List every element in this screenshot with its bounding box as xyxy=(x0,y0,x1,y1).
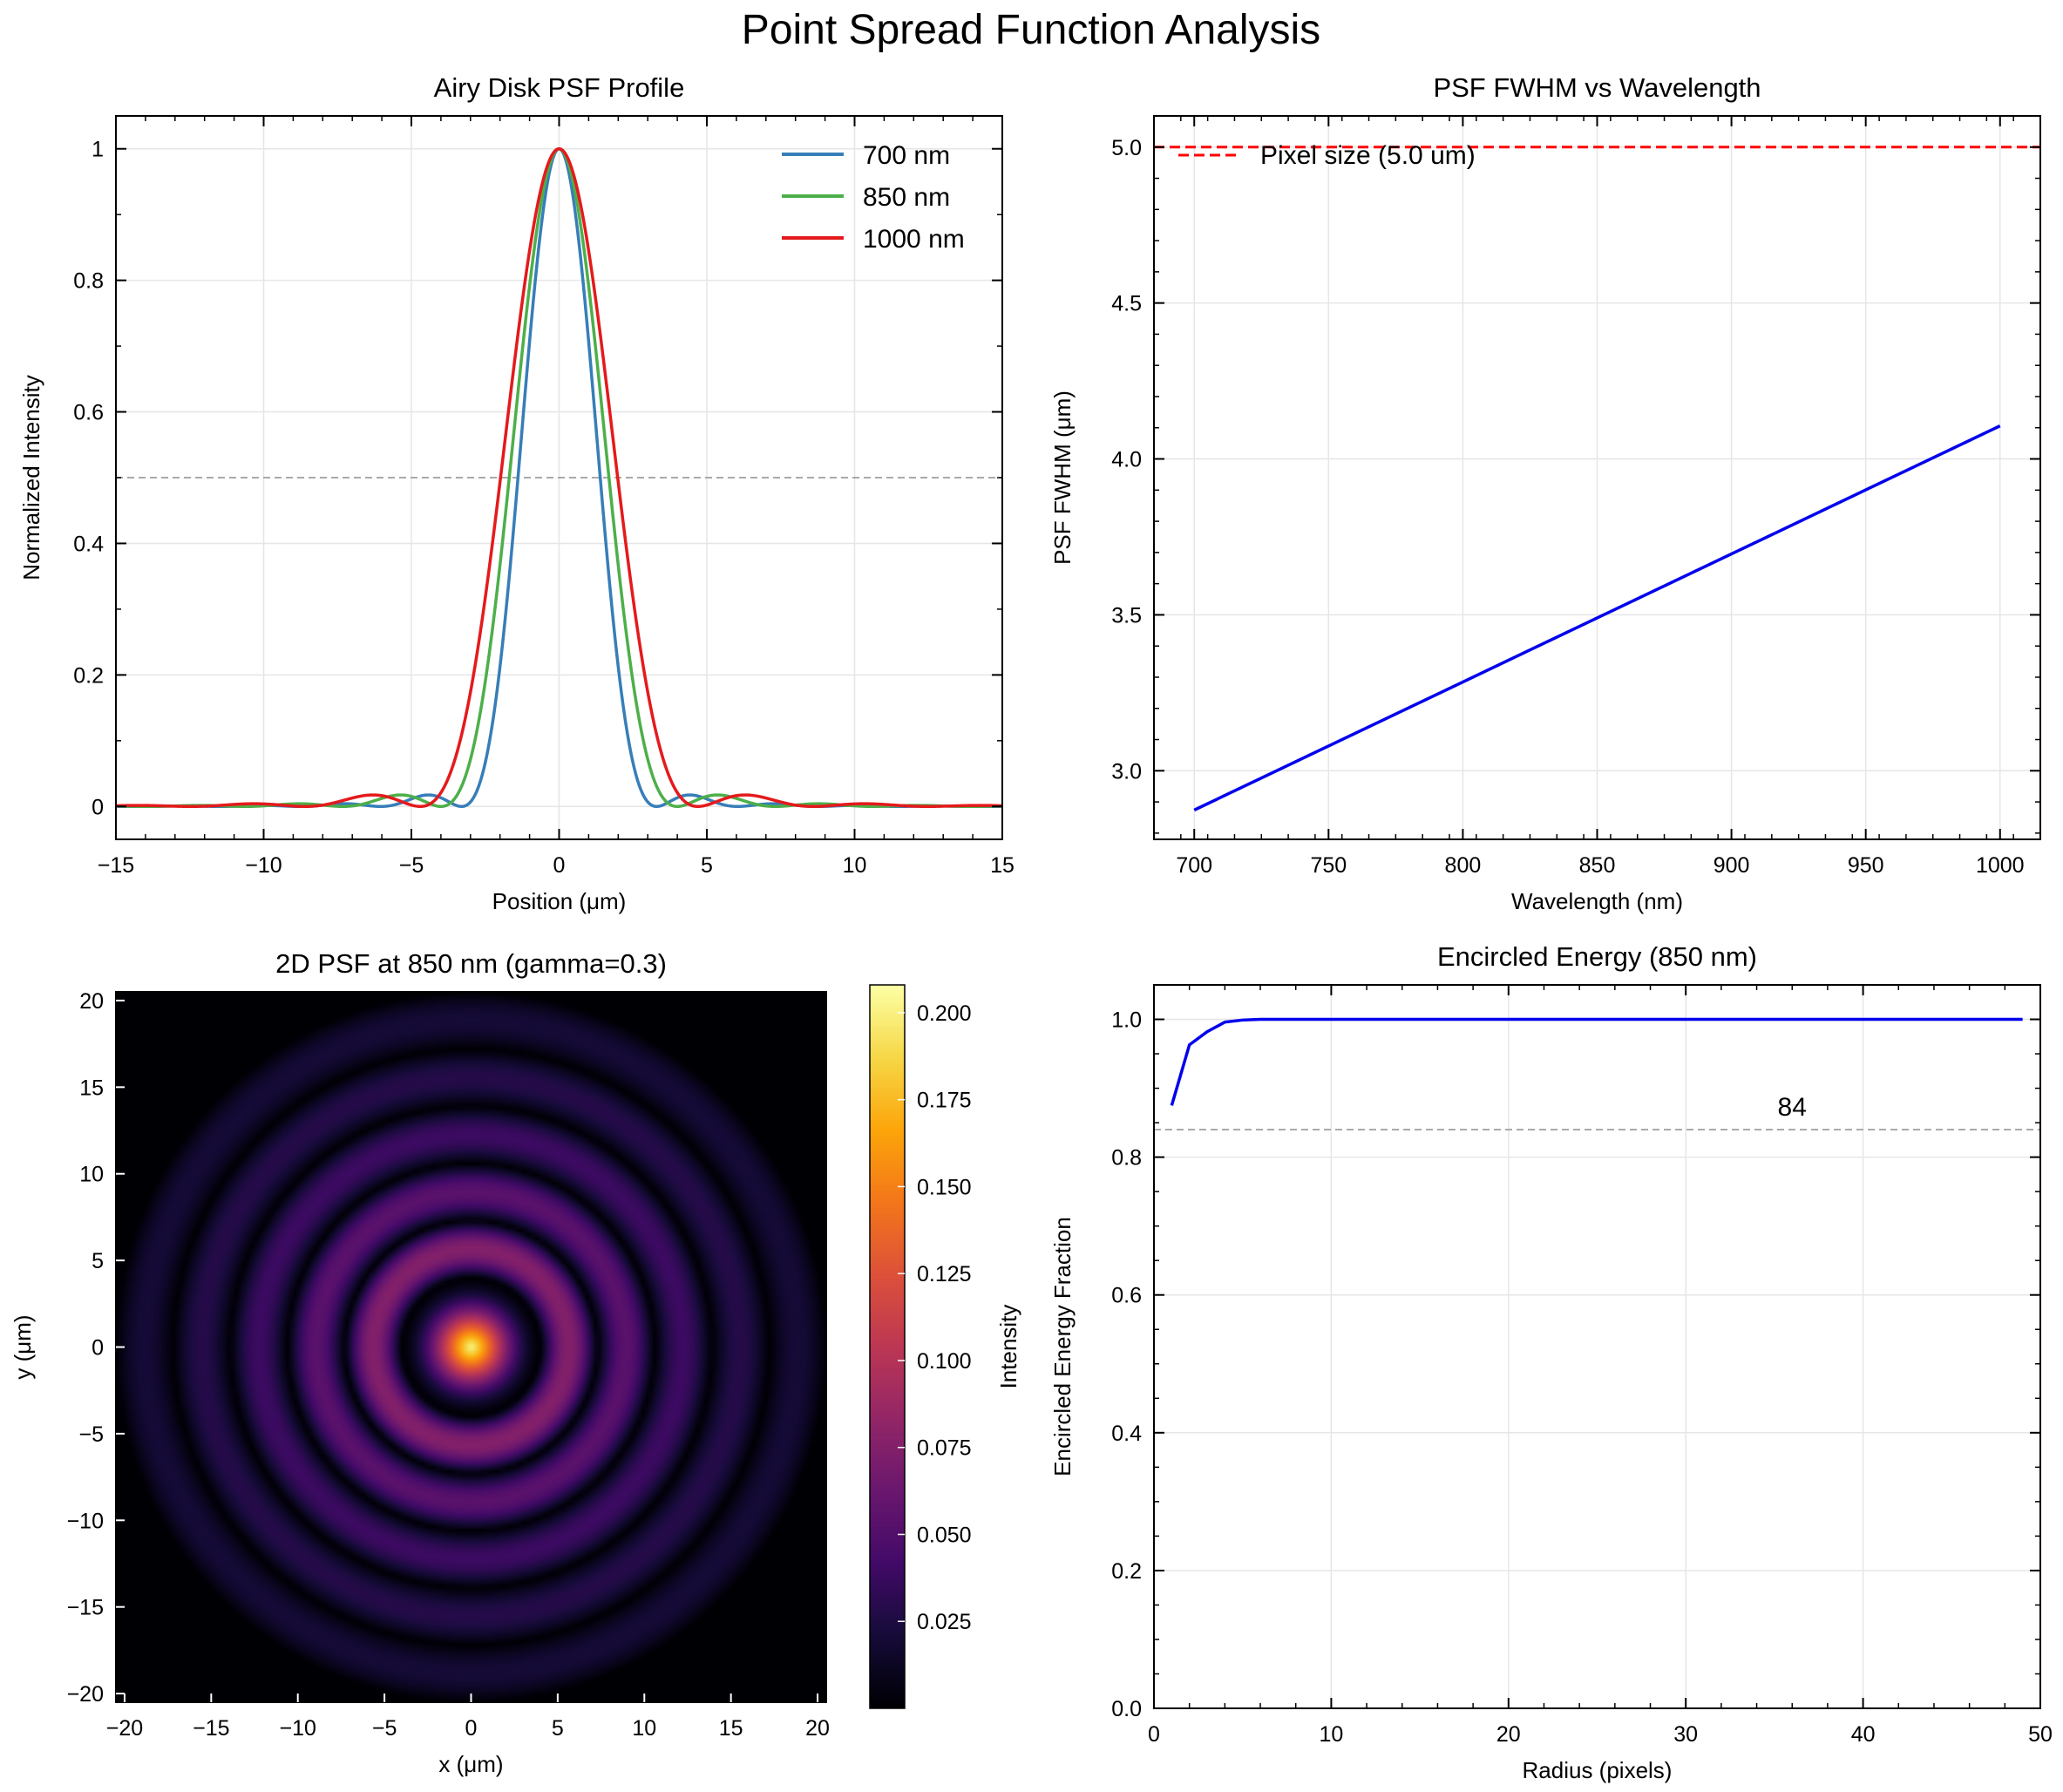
colorbar-tick-label-4: 0.125 xyxy=(917,1262,972,1286)
figure-title: Point Spread Function Analysis xyxy=(742,7,1320,53)
profile-ytick-label-0: 0 xyxy=(92,795,104,819)
psf-2d-xtick-label-4: 0 xyxy=(465,1716,478,1741)
psf-profile-panel: −15 −10 −5 0 5 10 15 0 0.2 0.4 0.6 0.8 1 Airy Disk PS… xyxy=(18,72,1015,914)
profile-xtick-label-3: 0 xyxy=(553,853,566,878)
ee-annotation: 84 xyxy=(1778,1093,1807,1122)
colorbar-tick-label-2: 0.075 xyxy=(917,1436,972,1461)
psf-2d-ytick-label-1: 15 xyxy=(79,1076,104,1100)
fwhm-line xyxy=(1193,424,2001,811)
profile-xtick-label-5: 10 xyxy=(843,853,867,878)
profile-title: Airy Disk PSF Profile xyxy=(434,72,685,103)
colorbar-tick-label-5: 0.150 xyxy=(917,1175,972,1199)
colorbar-tick-label-0: 0.025 xyxy=(917,1610,972,1634)
encircled-energy-panel: 84 0 10 20 30 40 50 0.0 0.2 0.4 0.6 0.8 1.0 Encircled… xyxy=(1049,941,2053,1783)
pixel-size-legend-label: Pixel size (5.0 um) xyxy=(1260,141,1476,170)
psf-2d-ytick-label-8: −20 xyxy=(67,1682,104,1707)
ee-ytick-label-2: 0.4 xyxy=(1111,1422,1142,1446)
profile-xtick-label-1: −10 xyxy=(245,853,282,878)
fwhm-xtick-label-5: 950 xyxy=(1848,853,1884,878)
profile-ytick-label-5: 1 xyxy=(92,138,104,162)
fwhm-title: PSF FWHM vs Wavelength xyxy=(1433,72,1761,103)
fwhm-xtick-label-0: 700 xyxy=(1176,853,1212,878)
colorbar-label: Intensity xyxy=(995,1305,1021,1389)
legend-label-2: 1000 nm xyxy=(863,225,965,254)
ee-xtick-label-1: 10 xyxy=(1319,1722,1343,1747)
fwhm-ylabel: PSF FWHM (μm) xyxy=(1049,390,1076,565)
profile-ytick-label-2: 0.4 xyxy=(73,532,104,556)
psf-2d-xtick-label-8: 20 xyxy=(805,1716,830,1741)
ee-frame xyxy=(1153,984,2041,1709)
legend-label-0: 700 nm xyxy=(863,141,950,170)
fwhm-panel: 700 750 800 850 900 950 1000 3.0 3.5 4.0 4.5 5.0 PSF… xyxy=(1049,72,2041,914)
profile-xtick-label-0: −15 xyxy=(98,853,134,878)
ee-ylabel: Encircled Energy Fraction xyxy=(1049,1217,1076,1476)
colorbar-tick-label-1: 0.050 xyxy=(917,1523,972,1547)
psf-2d-title: 2D PSF at 850 nm (gamma=0.3) xyxy=(275,948,667,979)
colorbar-tick-label-6: 0.175 xyxy=(917,1089,972,1113)
psf-2d-xtick-label-5: 5 xyxy=(552,1716,564,1741)
ee-title: Encircled Energy (850 nm) xyxy=(1437,941,1757,972)
ee-xtick-label-0: 0 xyxy=(1148,1722,1160,1747)
colorbar xyxy=(870,985,905,1708)
legend-label-1: 850 nm xyxy=(863,183,950,212)
psf-2d-xtick-label-1: −15 xyxy=(193,1716,229,1741)
psf-2d-xtick-label-0: −20 xyxy=(106,1716,143,1741)
profile-xtick-label-4: 5 xyxy=(701,853,713,878)
fwhm-xtick-label-3: 850 xyxy=(1579,853,1616,878)
colorbar-tick-label-3: 0.100 xyxy=(917,1349,972,1374)
fwhm-ytick-label-1: 3.5 xyxy=(1111,603,1142,628)
fwhm-xtick-label-1: 750 xyxy=(1310,853,1347,878)
psf-2d-xtick-label-7: 15 xyxy=(719,1716,743,1741)
fwhm-ytick-label-2: 4.0 xyxy=(1111,448,1142,472)
profile-ytick-label-4: 0.8 xyxy=(73,269,104,294)
fwhm-xlabel: Wavelength (nm) xyxy=(1511,888,1683,914)
ee-ytick-label-1: 0.2 xyxy=(1111,1559,1142,1584)
colorbar-frame xyxy=(869,984,906,1709)
psf-2d-xtick-label-6: 10 xyxy=(632,1716,656,1741)
ee-ytick-label-0: 0.0 xyxy=(1111,1697,1142,1721)
profile-xtick-label-6: 15 xyxy=(990,853,1015,878)
fwhm-ytick-label-4: 5.0 xyxy=(1111,136,1142,160)
profile-ytick-label-3: 0.6 xyxy=(73,401,104,425)
ee-line xyxy=(1170,1017,2023,1106)
psf-line-2 xyxy=(116,146,1002,809)
psf-2d-ylabel: y (μm) xyxy=(10,1314,36,1379)
ee-ytick-label-5: 1.0 xyxy=(1111,1008,1142,1033)
psf-2d-ytick-label-3: 5 xyxy=(92,1249,104,1273)
ee-xtick-label-5: 50 xyxy=(2028,1722,2053,1747)
fwhm-xtick-label-6: 1000 xyxy=(1976,853,2025,878)
profile-xlabel: Position (μm) xyxy=(492,888,627,914)
profile-ytick-label-1: 0.2 xyxy=(73,663,104,688)
psf-2d-xtick-label-3: −5 xyxy=(372,1716,397,1741)
psf-2d-panel: −20 −15 −10 −5 0 5 10 15 20 20 15 10 5 0 −5 −10 −15 −20 2D… xyxy=(10,948,1021,1777)
fwhm-xtick-label-4: 900 xyxy=(1714,853,1750,878)
psf-2d-ytick-label-0: 20 xyxy=(79,989,104,1014)
psf-2d-ytick-label-6: −10 xyxy=(67,1509,104,1533)
ee-xtick-label-4: 40 xyxy=(1851,1722,1876,1747)
profile-ylabel: Normalized Intensity xyxy=(18,375,44,580)
ee-ytick-label-4: 0.8 xyxy=(1111,1146,1142,1171)
fwhm-ytick-label-0: 3.0 xyxy=(1111,759,1142,784)
psf-2d-ytick-label-2: 10 xyxy=(79,1163,104,1187)
ee-xtick-label-3: 30 xyxy=(1673,1722,1698,1747)
ee-xtick-label-2: 20 xyxy=(1496,1722,1521,1747)
ee-xlabel: Radius (pixels) xyxy=(1523,1757,1673,1783)
psf-2d-ytick-label-4: 0 xyxy=(92,1336,104,1361)
fwhm-xtick-label-2: 800 xyxy=(1445,853,1482,878)
psf-2d-xtick-label-2: −10 xyxy=(280,1716,316,1741)
psf-2d-image xyxy=(116,992,826,1702)
psf-2d-xlabel: x (μm) xyxy=(438,1751,503,1777)
psf-2d-ytick-label-7: −15 xyxy=(67,1596,104,1620)
psf-2d-ytick-label-5: −5 xyxy=(78,1422,104,1447)
fwhm-ytick-label-3: 4.5 xyxy=(1111,292,1142,316)
colorbar-tick-label-7: 0.200 xyxy=(917,1001,972,1026)
ee-ytick-label-3: 0.6 xyxy=(1111,1284,1142,1308)
profile-xtick-label-2: −5 xyxy=(399,853,424,878)
